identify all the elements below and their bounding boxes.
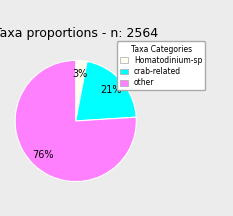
Text: 76%: 76% xyxy=(33,150,54,160)
Wedge shape xyxy=(76,62,136,121)
Wedge shape xyxy=(76,60,87,121)
Title: Taxa proportions - n: 2564: Taxa proportions - n: 2564 xyxy=(0,27,158,40)
Text: 21%: 21% xyxy=(100,85,122,95)
Wedge shape xyxy=(15,60,136,181)
Legend: Homatodinium-sp, crab-related, other: Homatodinium-sp, crab-related, other xyxy=(117,41,205,91)
Text: 3%: 3% xyxy=(72,69,88,79)
